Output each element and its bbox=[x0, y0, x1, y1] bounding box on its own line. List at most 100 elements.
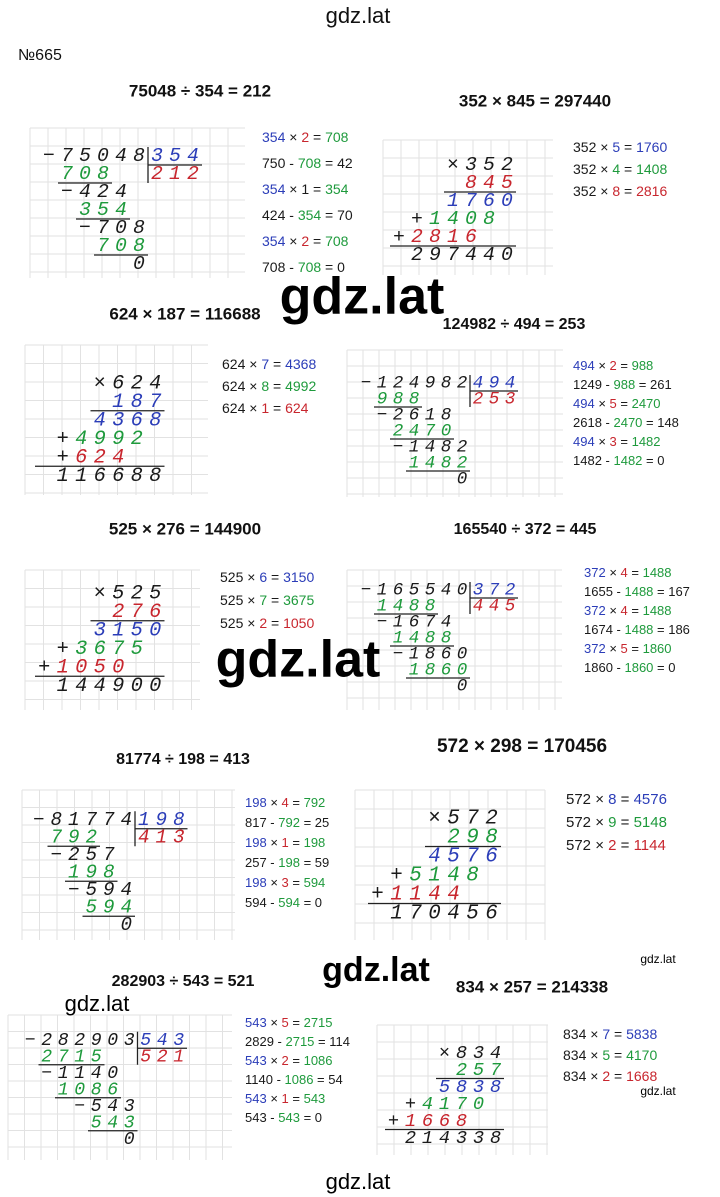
task-number: №665 bbox=[18, 47, 62, 64]
note-line: 352 × 4 = 1408 bbox=[573, 161, 667, 177]
watermark: gdz.lat bbox=[216, 631, 381, 689]
note-part: = bbox=[289, 795, 304, 810]
note-line: 1482 - 1482 = 0 bbox=[573, 453, 664, 468]
problem-title: 124982 ÷ 494 = 253 bbox=[443, 316, 586, 333]
note-line: 198 × 1 = 198 bbox=[245, 835, 325, 850]
note-part: = bbox=[628, 603, 643, 618]
note-part: = 0 bbox=[300, 1110, 322, 1125]
digit-row: −165540 bbox=[361, 581, 473, 601]
note-part: 2715 bbox=[285, 1034, 314, 1049]
note-part: 2715 bbox=[304, 1015, 333, 1030]
note-part: × bbox=[267, 835, 282, 850]
note-part: 494 bbox=[573, 358, 595, 373]
problem-title: 75048 ÷ 354 = 212 bbox=[129, 81, 271, 100]
note-line: 708 - 708 = 0 bbox=[262, 259, 345, 275]
note-part: 817 - bbox=[245, 815, 278, 830]
note-part: 834 × bbox=[563, 1068, 602, 1084]
note-part: 525 × bbox=[220, 592, 259, 608]
note-part: 9 bbox=[608, 814, 616, 831]
site-header: gdz.lat bbox=[326, 3, 391, 28]
note-part: 792 bbox=[278, 815, 300, 830]
note-part: = 167 bbox=[653, 584, 690, 599]
note-part: 354 bbox=[325, 181, 349, 197]
note-part: 4 bbox=[612, 161, 620, 177]
note-part: 543 - bbox=[245, 1110, 278, 1125]
digit-row: −594 bbox=[33, 879, 138, 901]
digit-row: + bbox=[388, 1110, 405, 1132]
note-part: 198 bbox=[245, 875, 267, 890]
digit-row: 1144 bbox=[390, 884, 466, 907]
note-line: 525 × 6 = 3150 bbox=[220, 569, 314, 585]
note-line: 594 - 594 = 0 bbox=[245, 895, 322, 910]
note-part: 988 bbox=[632, 358, 654, 373]
note-line: 372 × 4 = 1488 bbox=[584, 565, 672, 580]
note-line: 198 × 3 = 594 bbox=[245, 875, 325, 890]
note-part: = bbox=[620, 183, 636, 199]
digit-row: + bbox=[38, 656, 57, 679]
note-line: 543 × 2 = 1086 bbox=[245, 1053, 333, 1068]
note-part: 594 bbox=[278, 895, 300, 910]
note-line: 352 × 5 = 1760 bbox=[573, 139, 667, 155]
digit-row: −708 bbox=[43, 217, 151, 239]
note-part: 1140 - bbox=[245, 1072, 285, 1087]
note-part: = 54 bbox=[313, 1072, 342, 1087]
note-part: 352 × bbox=[573, 183, 612, 199]
note-part: × bbox=[595, 396, 610, 411]
digit-row: 494 bbox=[473, 374, 521, 394]
digit-row: −81774 bbox=[33, 809, 138, 831]
digit-row: 2715 bbox=[25, 1047, 107, 1067]
note-part: = bbox=[628, 565, 643, 580]
note-part: 594 bbox=[304, 875, 326, 890]
note-part: 2 bbox=[608, 837, 616, 854]
watermark: gdz.lat bbox=[322, 951, 430, 989]
digit-row: 276 bbox=[38, 601, 168, 624]
digit-row: 116688 bbox=[38, 465, 168, 488]
note-line: 543 - 543 = 0 bbox=[245, 1110, 322, 1125]
digit-row: 298 bbox=[371, 827, 504, 850]
note-part: = bbox=[616, 791, 633, 808]
digit-row: 4170 bbox=[422, 1093, 490, 1115]
digit-row: ×525 bbox=[38, 582, 168, 605]
note-part: 2 bbox=[282, 1053, 289, 1068]
note-part: 5 bbox=[621, 641, 628, 656]
digit-row: 3150 bbox=[38, 619, 168, 642]
note-part: 708 bbox=[298, 155, 322, 171]
note-part: 4 bbox=[282, 795, 289, 810]
note-part: 5 bbox=[612, 139, 620, 155]
note-part: 5 bbox=[610, 396, 617, 411]
note-part: × bbox=[285, 129, 301, 145]
note-part: 2 bbox=[259, 615, 267, 631]
note-part: 543 bbox=[304, 1091, 326, 1106]
note-part: 198 bbox=[245, 795, 267, 810]
note-part: 372 bbox=[584, 603, 606, 618]
note-part: 354 bbox=[262, 233, 286, 249]
note-part: 2 bbox=[610, 358, 617, 373]
digit-row: −257 bbox=[33, 844, 121, 866]
note-part: 4 bbox=[621, 603, 628, 618]
digit-row: 1760 bbox=[393, 190, 519, 212]
note-part: = 70 bbox=[321, 207, 353, 223]
note-part: 352 × bbox=[573, 139, 612, 155]
note-part: 1482 - bbox=[573, 453, 613, 468]
note-part: × bbox=[595, 434, 610, 449]
note-part: 1144 bbox=[634, 837, 666, 854]
note-part: 1668 bbox=[626, 1068, 657, 1084]
note-part: 708 bbox=[298, 259, 322, 275]
digit-row: + bbox=[393, 226, 411, 248]
note-part: 354 bbox=[262, 181, 286, 197]
note-line: 372 × 4 = 1488 bbox=[584, 603, 672, 618]
note-part: 3 bbox=[610, 434, 617, 449]
digit-row: 594 bbox=[33, 897, 138, 919]
note-part: 708 bbox=[325, 233, 349, 249]
note-line: 834 × 7 = 5838 bbox=[563, 1026, 657, 1042]
digit-row: 372 bbox=[473, 581, 521, 601]
problem-title: 572 × 298 = 170456 bbox=[437, 736, 607, 757]
note-part: 354 bbox=[262, 129, 286, 145]
note-part: 1 bbox=[282, 835, 289, 850]
note-part: 708 bbox=[325, 129, 349, 145]
note-part: × bbox=[267, 1091, 282, 1106]
note-part: × bbox=[267, 795, 282, 810]
digit-row: 445 bbox=[441, 597, 521, 617]
note-part: 2 bbox=[301, 233, 309, 249]
note-part: = bbox=[289, 1091, 304, 1106]
